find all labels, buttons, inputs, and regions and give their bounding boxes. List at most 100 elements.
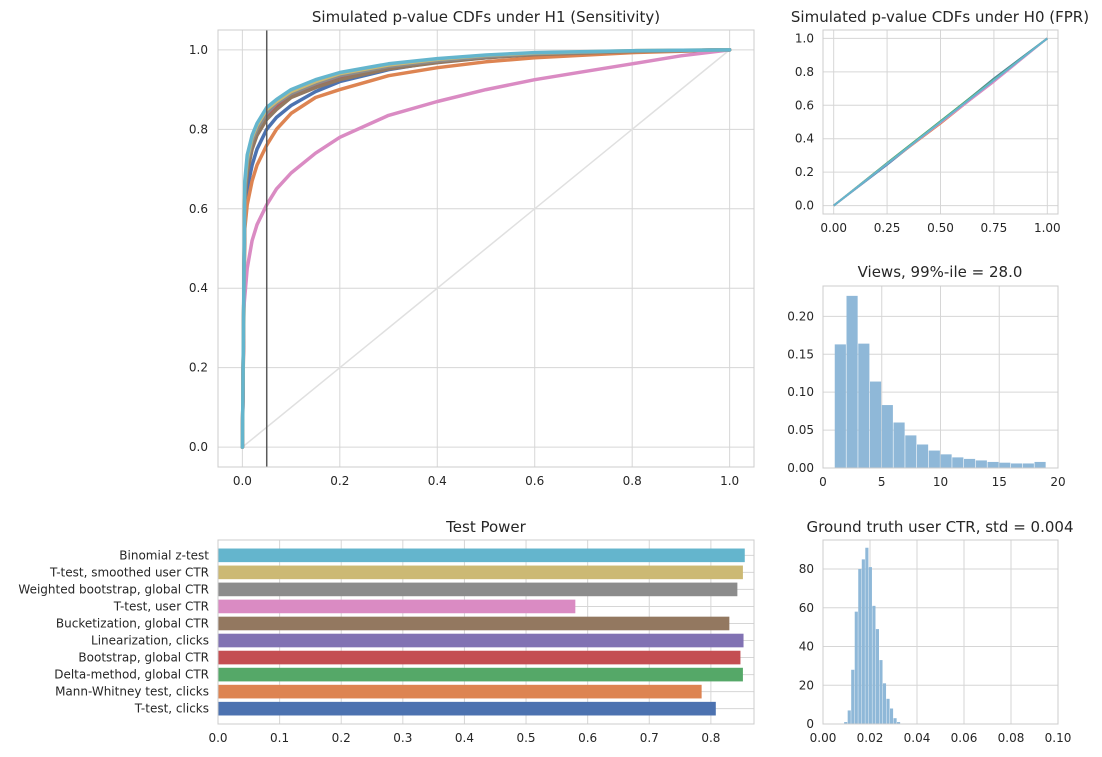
views-histogram-bar	[881, 405, 893, 468]
h1-cdf-series-7	[240, 48, 732, 449]
ctr-y-tick-label: 20	[799, 678, 814, 692]
views-histogram-panel: Views, 99%-ile = 28.0 0 5 10 15 20 0.00 0.05 0…	[787, 263, 1065, 489]
ctr-histogram-bar	[875, 629, 879, 724]
h0-cdf-panel: Simulated p-value CDFs under H0 (FPR) 0.…	[791, 8, 1089, 235]
ctr-histogram-bar	[886, 698, 890, 724]
views-x-tick-label: 10	[933, 475, 948, 489]
power-category-label: T-test, user CTR	[113, 599, 209, 613]
h1-x-tick-label: 0.0	[233, 474, 252, 488]
views-y-tick-label: 0.20	[787, 309, 814, 323]
power-category-label: T-test, smoothed user CTR	[49, 565, 209, 579]
power-category-label: Delta-method, global CTR	[54, 668, 209, 682]
views-histogram-bar	[1022, 463, 1034, 468]
power-bar	[218, 633, 744, 648]
h1-x-tick-label: 0.8	[623, 474, 642, 488]
h1-x-tick-label: 0.6	[525, 474, 544, 488]
ctr-x-tick-label: 0.00	[810, 731, 837, 745]
power-x-tick-label: 0.6	[578, 731, 597, 745]
views-histogram-bar	[987, 461, 999, 468]
power-category-label: Weighted bootstrap, global CTR	[18, 582, 209, 596]
power-x-tick-label: 0.4	[455, 731, 474, 745]
power-x-tick-label: 0.0	[208, 731, 227, 745]
views-histogram-bar	[846, 295, 858, 468]
power-bar	[218, 616, 730, 631]
views-x-tick-label: 15	[992, 475, 1007, 489]
views-histogram-bar	[870, 381, 882, 468]
power-bar	[218, 701, 716, 716]
power-category-label: Linearization, clicks	[91, 634, 209, 648]
views-histogram-title: Views, 99%-ile = 28.0	[858, 263, 1023, 281]
h0-y-tick-label: 1.0	[795, 31, 814, 45]
views-histogram-bar	[999, 462, 1011, 468]
views-histogram-bar	[952, 457, 964, 468]
views-x-tick-label: 5	[878, 475, 886, 489]
h0-cdf-title: Simulated p-value CDFs under H0 (FPR)	[791, 8, 1089, 26]
power-bar	[218, 582, 738, 597]
h1-x-tick-label: 0.2	[330, 474, 349, 488]
power-x-tick-label: 0.8	[701, 731, 720, 745]
ctr-histogram-bar	[897, 722, 901, 724]
h1-y-tick-label: 0.6	[189, 202, 208, 216]
power-bar	[218, 565, 743, 580]
ctr-x-tick-label: 0.04	[904, 731, 931, 745]
views-histogram-bar	[975, 460, 987, 468]
views-histogram-bar	[940, 454, 952, 468]
ctr-histogram-bar	[851, 669, 855, 724]
ctr-histogram-bar	[861, 559, 865, 724]
power-bar	[218, 599, 576, 614]
ctr-x-tick-label: 0.02	[857, 731, 884, 745]
power-bar	[218, 650, 741, 665]
power-bar	[218, 684, 702, 699]
power-category-label: Binomial z-test	[119, 548, 209, 562]
ctr-histogram-bar	[879, 660, 883, 724]
h0-y-tick-label: 0.2	[795, 165, 814, 179]
ctr-histogram-bar	[882, 683, 887, 724]
h1-y-tick-label: 0.4	[189, 281, 208, 295]
views-histogram-bar	[928, 450, 940, 468]
views-x-tick-label: 0	[819, 475, 827, 489]
ctr-x-tick-label: 0.08	[998, 731, 1025, 745]
views-y-tick-label: 0.05	[787, 423, 814, 437]
h0-y-tick-label: 0.4	[795, 132, 814, 146]
power-category-label: Bucketization, global CTR	[56, 616, 209, 630]
h0-x-tick-label: 0.50	[927, 221, 954, 235]
test-power-panel: Test Power 0.0 0.1 0.2 0.3 0.4 0.5 0.6 0.7 0.8 B…	[18, 518, 755, 745]
power-x-tick-label: 0.2	[332, 731, 351, 745]
h1-y-tick-label: 0.8	[189, 122, 208, 136]
h0-y-tick-label: 0.8	[795, 65, 814, 79]
h1-x-tick-label: 1.0	[720, 474, 739, 488]
h1-x-tick-label: 0.4	[428, 474, 447, 488]
h1-cdf-series-2	[240, 48, 732, 449]
ctr-histogram-panel: Ground truth user CTR, std = 0.004 0.00 0…	[799, 518, 1074, 745]
views-y-tick-label: 0.00	[787, 461, 814, 475]
ctr-histogram-bar	[872, 605, 876, 724]
ctr-x-tick-label: 0.10	[1045, 731, 1072, 745]
h0-x-tick-label: 0.75	[981, 221, 1008, 235]
h0-x-tick-label: 0.25	[874, 221, 901, 235]
h0-cdf-series-5	[833, 37, 1048, 207]
views-histogram-bar	[964, 458, 976, 468]
ctr-histogram-title: Ground truth user CTR, std = 0.004	[807, 518, 1074, 536]
views-histogram-bar	[905, 435, 917, 468]
power-category-label: Bootstrap, global CTR	[78, 651, 209, 665]
views-x-tick-label: 20	[1050, 475, 1065, 489]
ctr-histogram-bar	[865, 547, 869, 724]
power-category-label: Mann-Whitney test, clicks	[55, 685, 209, 699]
h0-y-tick-label: 0.0	[795, 199, 814, 213]
ctr-y-tick-label: 0	[806, 717, 814, 731]
views-histogram-bar	[834, 344, 846, 468]
power-x-tick-label: 0.5	[516, 731, 535, 745]
views-histogram-bar	[858, 343, 870, 468]
h0-y-tick-label: 0.6	[795, 98, 814, 112]
h1-reference-diagonal	[241, 49, 731, 448]
power-category-label: T-test, clicks	[134, 702, 209, 716]
h1-y-tick-label: 0.0	[189, 440, 208, 454]
views-histogram-bar	[893, 422, 905, 468]
power-x-tick-label: 0.3	[393, 731, 412, 745]
ctr-histogram-bar	[858, 569, 862, 724]
h1-cdf-title: Simulated p-value CDFs under H1 (Sensiti…	[312, 8, 660, 26]
ctr-histogram-bar	[847, 710, 851, 724]
h1-cdf-panel: Simulated p-value CDFs under H1 (Sensiti…	[189, 8, 755, 488]
h1-cdf-series-10	[240, 48, 732, 449]
